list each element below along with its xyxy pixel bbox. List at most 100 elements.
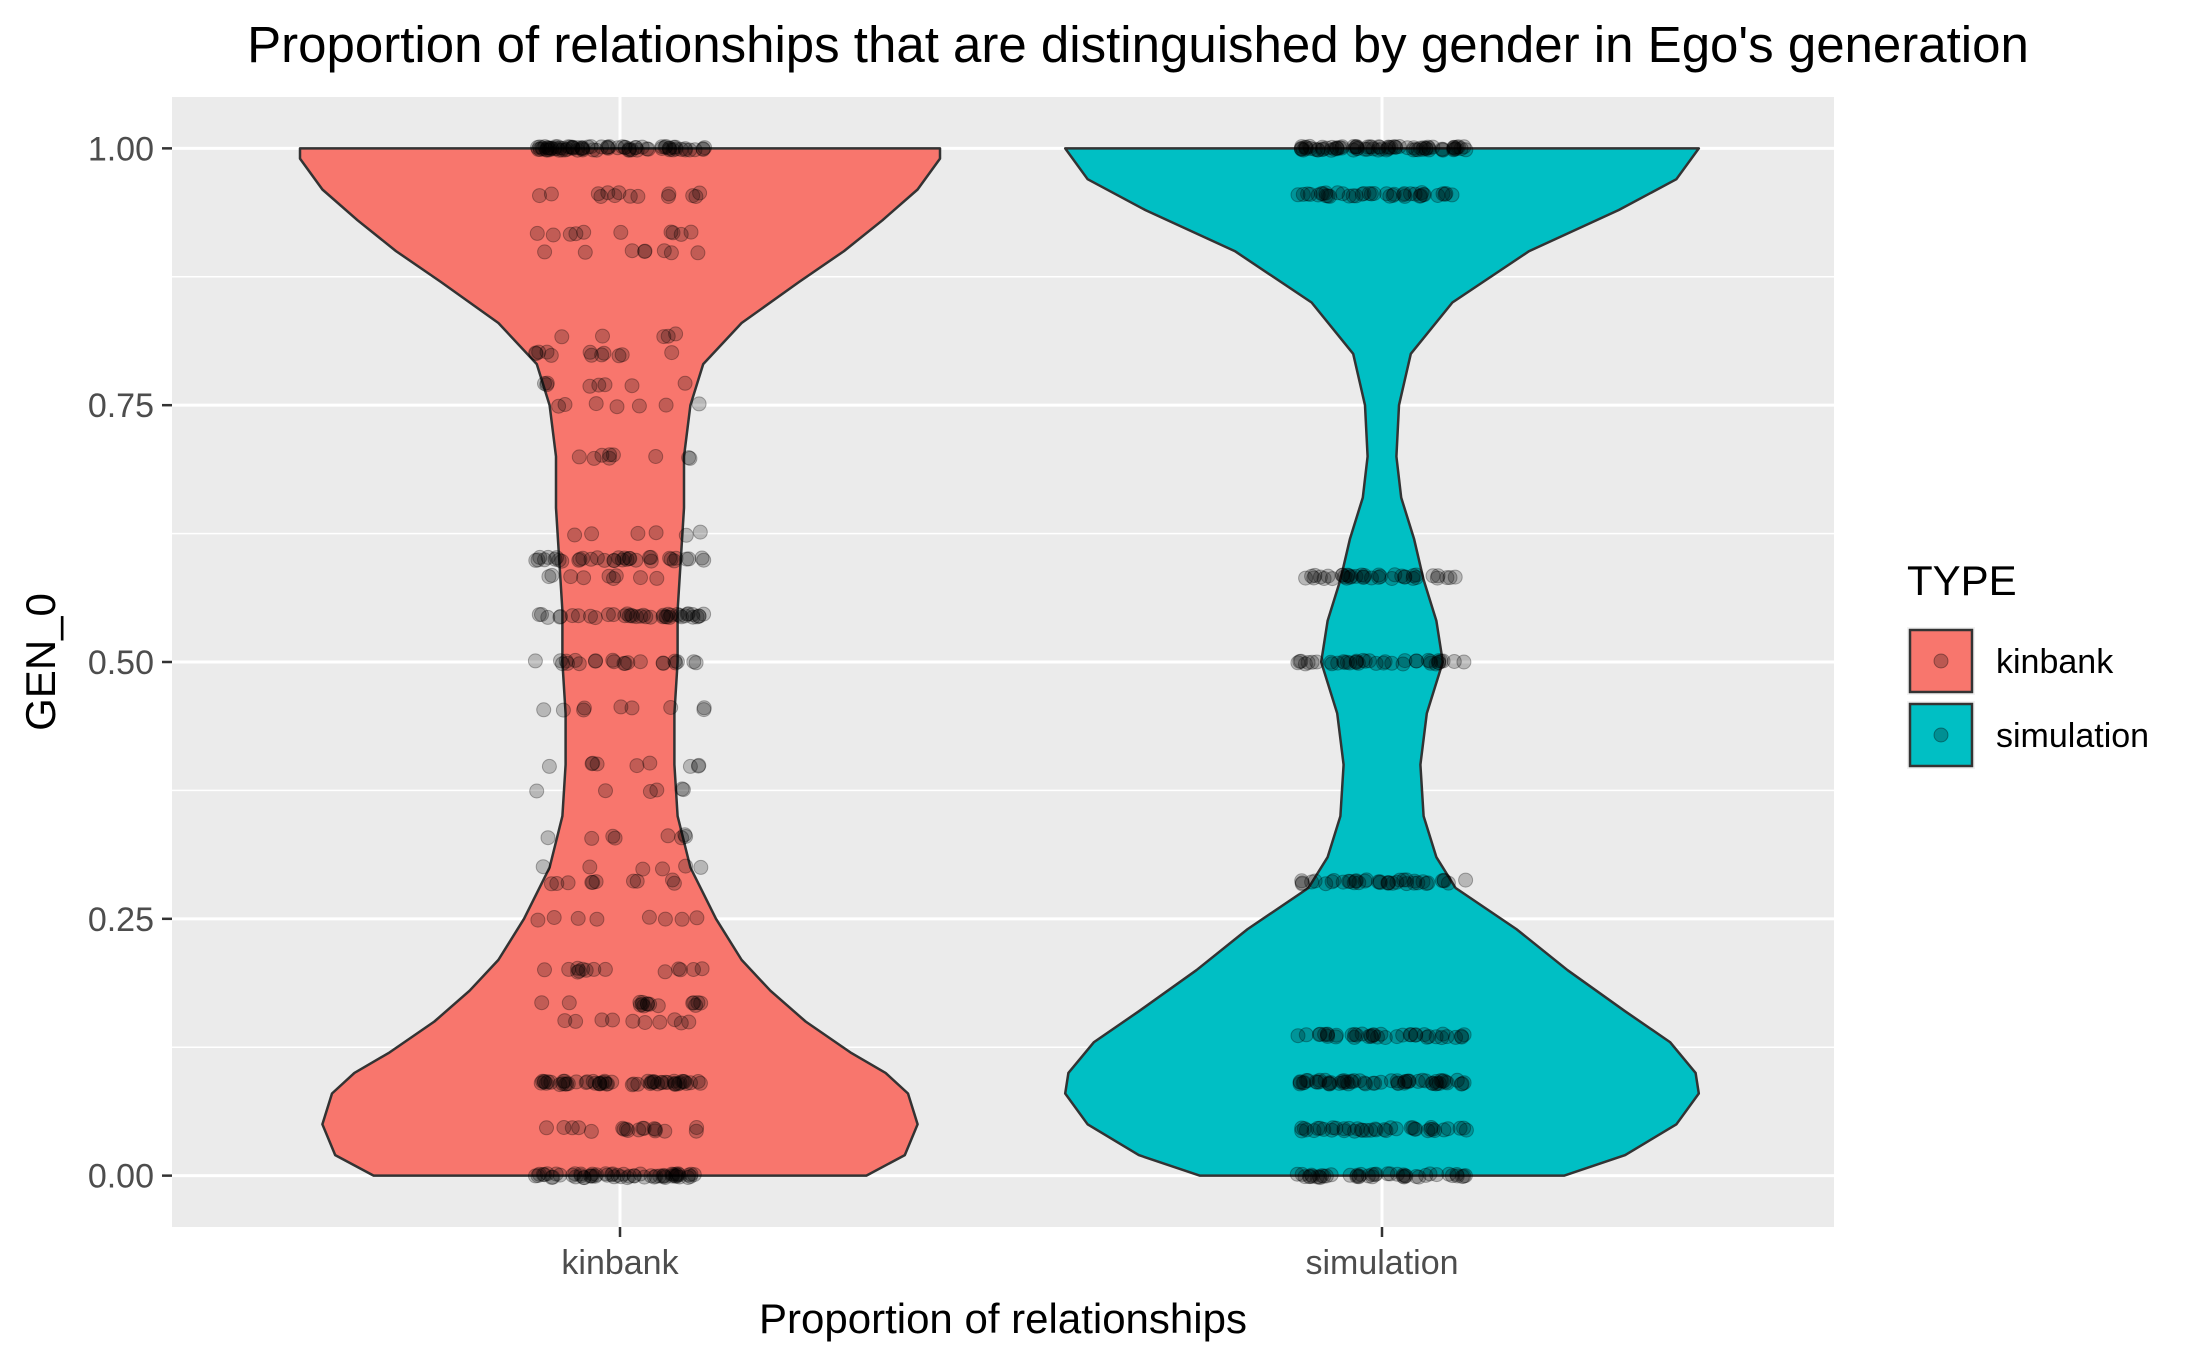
data-point — [575, 142, 591, 158]
data-point — [1304, 1168, 1320, 1184]
data-point — [594, 1075, 610, 1091]
data-point — [565, 140, 581, 156]
data-point — [584, 830, 600, 846]
data-point — [576, 1170, 592, 1186]
data-point — [1420, 1123, 1436, 1139]
data-point — [692, 1075, 708, 1091]
data-point — [1359, 141, 1375, 157]
data-point — [1292, 654, 1308, 669]
data-point — [1420, 652, 1436, 668]
data-point — [668, 1168, 684, 1184]
data-point — [666, 139, 682, 155]
data-point — [657, 1168, 673, 1184]
data-point — [583, 1123, 599, 1139]
data-point — [616, 1121, 632, 1137]
data-point — [589, 756, 605, 772]
data-point — [1456, 1027, 1472, 1043]
data-point — [540, 830, 556, 846]
data-point — [626, 1076, 642, 1092]
data-point — [1446, 141, 1462, 157]
data-point — [678, 527, 694, 543]
data-point — [1312, 1170, 1328, 1186]
data-point — [655, 609, 671, 625]
data-point — [575, 961, 591, 977]
data-point — [674, 1073, 690, 1089]
data-point — [619, 606, 635, 622]
data-point — [597, 1074, 613, 1090]
data-point — [672, 607, 688, 623]
y-tick-label: 1.00 — [88, 130, 154, 168]
data-point — [664, 1168, 680, 1184]
data-point — [676, 1074, 692, 1090]
data-point — [572, 551, 588, 567]
data-point — [1300, 655, 1316, 670]
data-point — [1355, 569, 1371, 585]
data-point — [679, 606, 695, 622]
legend-key-point — [1933, 653, 1949, 669]
data-point — [527, 653, 543, 669]
data-point — [1335, 186, 1351, 202]
data-point — [1438, 186, 1454, 201]
data-point — [1289, 1166, 1305, 1182]
data-point — [1382, 1166, 1398, 1182]
data-point — [1320, 188, 1336, 204]
data-point — [534, 995, 550, 1011]
data-point — [1349, 1169, 1365, 1184]
data-point — [1446, 140, 1462, 156]
data-point — [1436, 873, 1452, 889]
data-point — [539, 375, 555, 391]
data-point — [1297, 656, 1313, 672]
data-point — [1310, 142, 1326, 158]
data-point — [629, 609, 644, 625]
data-point — [697, 140, 713, 156]
data-point — [595, 328, 610, 344]
data-point — [639, 996, 655, 1012]
data-point — [614, 552, 630, 568]
data-point — [670, 1076, 686, 1092]
data-point — [539, 1120, 554, 1136]
data-point — [1320, 1028, 1336, 1044]
data-point — [1312, 1072, 1328, 1088]
data-point — [619, 1170, 635, 1186]
data-point — [1367, 1121, 1383, 1137]
data-point — [1409, 653, 1424, 669]
data-point — [1414, 185, 1430, 201]
data-point — [1373, 1074, 1389, 1090]
data-point — [1392, 872, 1408, 888]
data-point — [668, 139, 684, 155]
data-point — [613, 224, 629, 240]
data-point — [1348, 568, 1364, 584]
data-point — [1383, 1120, 1399, 1136]
data-point — [634, 139, 650, 155]
data-point — [685, 188, 701, 204]
data-point — [682, 450, 698, 466]
data-point — [535, 1073, 551, 1089]
data-point — [596, 345, 612, 361]
data-point — [1318, 188, 1334, 204]
data-point — [624, 700, 640, 716]
data-point — [570, 960, 586, 976]
data-point — [1405, 568, 1421, 584]
data-point — [1304, 654, 1320, 670]
data-point — [1342, 1167, 1358, 1183]
data-point — [1364, 139, 1380, 155]
data-point — [1418, 141, 1434, 157]
data-point — [1298, 1122, 1314, 1138]
data-point — [1339, 654, 1355, 670]
data-point — [646, 1074, 662, 1090]
data-point — [565, 140, 581, 156]
data-point — [588, 653, 604, 669]
data-point — [1411, 1169, 1427, 1185]
data-point — [1330, 655, 1346, 671]
data-point — [1340, 1076, 1356, 1092]
data-point — [1296, 1121, 1312, 1137]
data-point — [1454, 1169, 1470, 1185]
data-point — [681, 1167, 697, 1183]
data-point — [1355, 652, 1371, 668]
data-point — [1316, 1168, 1332, 1184]
data-point — [600, 1076, 615, 1092]
data-point — [1362, 139, 1378, 155]
data-point — [594, 447, 610, 463]
data-point — [1449, 1167, 1465, 1182]
data-point — [1346, 875, 1362, 891]
